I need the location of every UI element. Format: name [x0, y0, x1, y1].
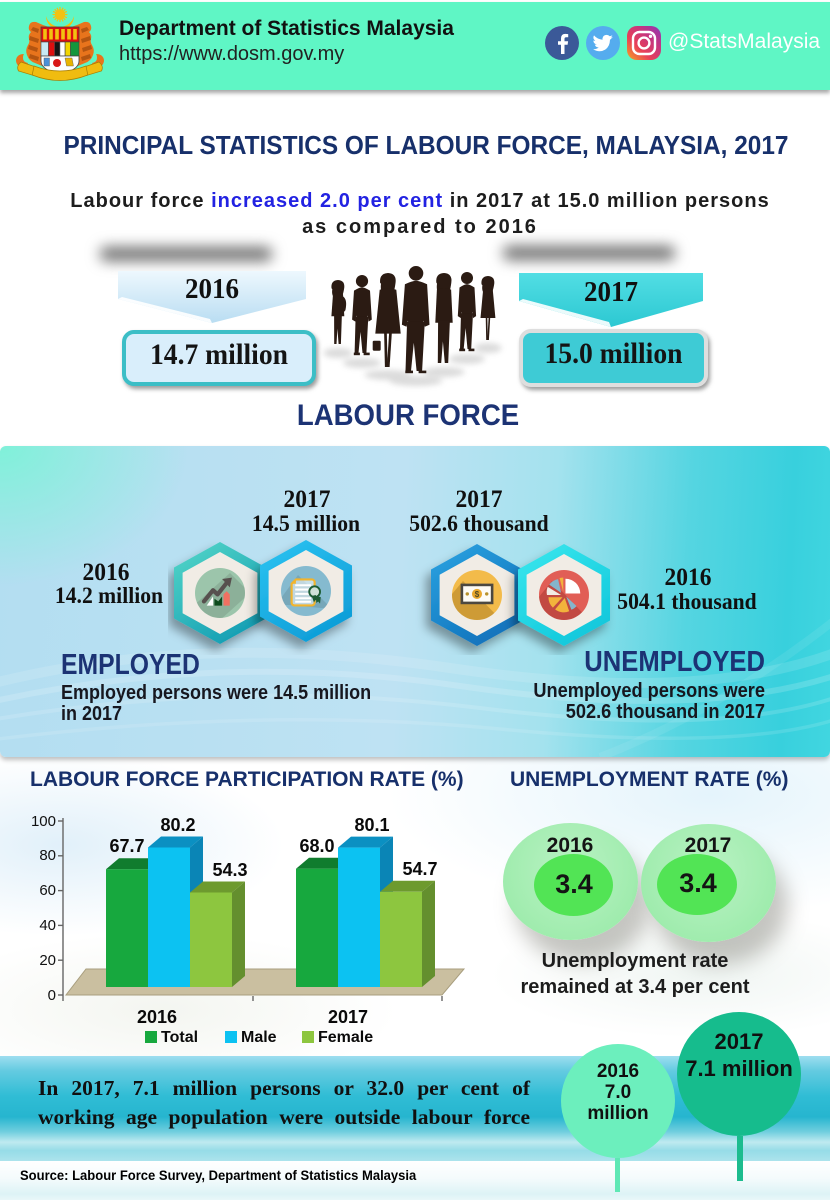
svg-text:80: 80 [39, 847, 56, 864]
svg-text:68.0: 68.0 [299, 836, 334, 856]
svg-text:2017: 2017 [584, 277, 638, 308]
svg-text:2017: 2017 [328, 1007, 368, 1027]
svg-text:Female: Female [318, 1029, 373, 1046]
svg-text:54.7: 54.7 [402, 859, 437, 879]
svg-text:2016: 2016 [137, 1007, 177, 1027]
svg-text:$: $ [475, 590, 480, 599]
svg-text:40: 40 [39, 917, 56, 934]
svg-text:2016: 2016 [185, 274, 239, 305]
svg-text:20: 20 [39, 952, 56, 969]
svg-text:0: 0 [48, 987, 56, 1004]
svg-text:Total: Total [161, 1029, 198, 1046]
svg-text:54.3: 54.3 [212, 860, 247, 880]
svg-text:80.1: 80.1 [354, 815, 389, 835]
svg-text:67.7: 67.7 [109, 836, 144, 856]
svg-text:60: 60 [39, 882, 56, 899]
svg-text:100: 100 [31, 813, 56, 830]
svg-text:Male: Male [241, 1029, 277, 1046]
svg-text:80.2: 80.2 [160, 815, 195, 835]
